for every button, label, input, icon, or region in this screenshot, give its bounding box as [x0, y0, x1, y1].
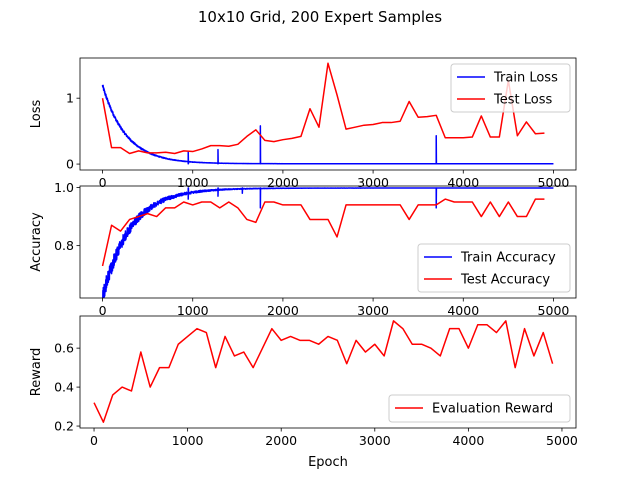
- series-line-train-loss: [101, 84, 555, 165]
- series-line-evaluation-reward: [93, 320, 554, 423]
- axes-frame: [79, 57, 577, 171]
- series-line-train-accuracy: [102, 187, 555, 298]
- legend: Train Accuracy Test Accuracy: [417, 243, 571, 293]
- legend-entry: Test Accuracy: [460, 273, 550, 288]
- legend: Evaluation Reward: [388, 394, 571, 423]
- x-tick-label: 0: [99, 175, 107, 190]
- x-axis-label: Epoch: [308, 455, 348, 470]
- y-tick-label: 1.0: [54, 180, 74, 195]
- y-tick-label: 0.6: [54, 341, 74, 356]
- x-tick-label: 2000: [265, 433, 297, 448]
- subplot-3: 0 1000 2000 3000 4000 5000 0.2 0.4 0.6 Reward Epoc…: [29, 315, 578, 470]
- x-tick-label: 3000: [359, 433, 391, 448]
- x-tick-label: 1000: [172, 433, 204, 448]
- series-line-test-accuracy: [101, 198, 545, 267]
- legend-entry: Test Loss: [493, 93, 552, 108]
- x-tick-label: 0: [90, 433, 98, 448]
- axes-frame: [79, 185, 577, 299]
- x-tick-label: 5000: [546, 433, 578, 448]
- y-tick-label: 0.2: [54, 419, 74, 434]
- x-tick-label: 4000: [452, 433, 484, 448]
- legend: Train Loss Test Loss: [450, 63, 571, 113]
- y-axis-label: Reward: [29, 348, 44, 396]
- series-line-test-loss: [101, 62, 545, 155]
- legend-entry: Train Accuracy: [460, 251, 556, 266]
- y-axis-label: Loss: [29, 100, 44, 129]
- axes-frame: [79, 315, 577, 429]
- legend-box: [450, 63, 571, 113]
- x-tick-label: 1000: [177, 175, 209, 190]
- x-tick-label: 1000: [177, 303, 209, 318]
- y-axis-label: Accuracy: [29, 212, 44, 272]
- y-tick-label: 0: [66, 157, 74, 172]
- x-tick-label: 3000: [357, 303, 389, 318]
- x-tick-label: 5000: [538, 303, 570, 318]
- x-tick-label: 4000: [447, 303, 479, 318]
- legend-entry: Train Loss: [493, 71, 558, 86]
- y-tick-label: 0.4: [54, 380, 74, 395]
- subplot-2: 0 1000 2000 3000 4000 5000 0.8 1.0 Accuracy Train…: [29, 180, 577, 318]
- legend-box: [417, 243, 571, 293]
- y-tick-label: 0.8: [54, 238, 74, 253]
- x-tick-label: 2000: [267, 303, 299, 318]
- legend-box: [388, 394, 571, 423]
- x-tick-label: 0: [99, 303, 107, 318]
- figure-title: 10x10 Grid, 200 Expert Samples: [198, 8, 442, 26]
- y-tick-label: 1: [66, 91, 74, 106]
- legend-entry: Evaluation Reward: [432, 402, 553, 417]
